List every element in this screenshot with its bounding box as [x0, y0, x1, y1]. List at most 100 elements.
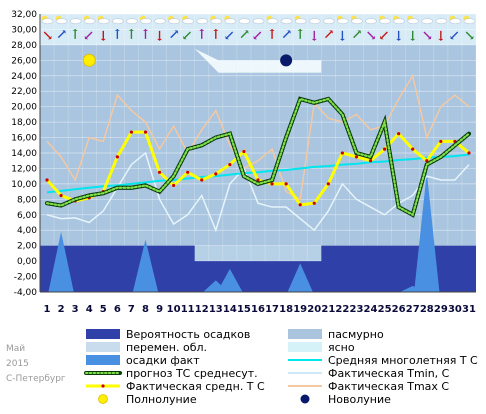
cloud-icon [308, 18, 321, 25]
cloud-icon [112, 18, 124, 25]
legend-item: Полнолуние [98, 393, 197, 406]
actual-mean-point [368, 159, 373, 163]
actual-mean-point [312, 201, 316, 205]
sun-cloud-icon [210, 15, 223, 39]
wind-arrow-icon [184, 31, 191, 39]
cloud-icon [280, 18, 293, 39]
cloud-icon [69, 18, 82, 25]
actual-mean-point [129, 130, 134, 134]
legend-item: перемен. обл. [86, 341, 207, 354]
wind-arrow-icon [325, 31, 332, 39]
wind-arrowhead [269, 28, 275, 31]
legend-label: осадки факт [126, 354, 200, 367]
cloud-icon [365, 18, 377, 25]
x-tick-label: 31 [462, 304, 476, 315]
wind-arrow-icon [465, 31, 473, 39]
wind-arrowhead [371, 35, 376, 40]
x-tick-label: 9 [156, 304, 163, 315]
x-tick-label: 1 [44, 304, 51, 315]
y-axis: 32,00 30,00 28,00 26,00 24,00 22,00 20,00 18,00… [11, 10, 41, 298]
actual-mean-point [298, 203, 302, 207]
wind-arrowhead [470, 35, 474, 40]
x-tick-label: 7 [128, 304, 135, 315]
cloud-icon [182, 18, 194, 25]
y-tick-label: 26,00 [11, 56, 37, 66]
sun-cloud-icon [182, 15, 194, 40]
sun-cloud-icon [168, 15, 180, 39]
wind-arrowhead [253, 35, 257, 40]
y-tick-label: 30,00 [11, 25, 37, 35]
wind-arrowhead [174, 30, 179, 34]
y-tick-label: 22,00 [11, 87, 37, 97]
y-tick-label: 10,00 [11, 180, 37, 190]
wind-arrow-icon [43, 31, 51, 39]
cloud-icon [126, 18, 138, 25]
cloud-icon [337, 18, 349, 25]
wind-arrowhead [329, 30, 333, 34]
cloud-icon [407, 18, 420, 25]
x-tick-label: 8 [142, 304, 149, 315]
full-moon-marker [82, 53, 96, 67]
wind-arrow-icon [240, 31, 248, 39]
legend-swatch [288, 329, 322, 339]
wind-arrow-icon [254, 31, 262, 39]
legend-label: Средняя многолетняя Т С [328, 354, 478, 367]
wind-arrowhead [183, 35, 187, 40]
y-tick-label: 18,00 [11, 118, 37, 128]
x-tick-label: 10 [167, 304, 181, 315]
y-tick-label: 0,00 [17, 257, 37, 267]
x-tick-label: 27 [406, 304, 420, 315]
wind-arrow-icon [226, 31, 234, 39]
x-axis: 1 2 3 4 5 6 7 8 9 10 11 12 13 14 15 16 17 18 19 20 21 22 23 24 2… [40, 291, 476, 315]
legend-label: Фактическая Tmax С [328, 380, 449, 393]
actual-mean-point [200, 178, 204, 182]
actual-mean-point [59, 193, 63, 198]
wind-arrowhead [450, 35, 454, 40]
legend-swatch [86, 355, 120, 365]
y-tick-label: 6,00 [17, 211, 37, 221]
x-tick-label: 19 [293, 304, 307, 315]
cloud-icon [421, 18, 434, 40]
wind-arrow-icon [170, 31, 177, 39]
x-tick-label: 20 [307, 304, 321, 315]
wind-arrowhead [311, 38, 317, 41]
wind-arrowhead [128, 28, 134, 31]
y-tick-label: 8,00 [17, 195, 37, 205]
cloud-icon [435, 18, 448, 41]
actual-mean-point [115, 155, 119, 159]
wind-arrowhead [380, 35, 384, 40]
x-tick-label: 15 [237, 304, 251, 315]
tmax-line [46, 73, 470, 201]
sun-cloud-icon [83, 15, 96, 40]
footer-caption: Май 2015 С-Петербург [6, 344, 66, 384]
legend-label: Новолуние [328, 393, 391, 406]
cloud-icon [280, 18, 293, 25]
actual-mean-point [242, 149, 246, 154]
cloud-icon [154, 18, 166, 25]
legend-swatch [288, 342, 322, 352]
actual-mean-point [186, 170, 190, 174]
sun-cloud-icon [266, 15, 279, 39]
wind-arrowhead [438, 38, 444, 41]
wind-arrowhead [287, 30, 291, 34]
cloud-icon [266, 18, 279, 25]
x-tick-label: 5 [100, 304, 107, 315]
x-tick-label: 23 [349, 304, 363, 315]
legend-swatch [86, 342, 120, 352]
legend-label: Вероятность осадков [126, 328, 250, 341]
wind-arrowhead [157, 38, 163, 41]
wind-arrow-icon [367, 31, 374, 39]
legend-swatch [98, 394, 108, 404]
sun-cloud-icon [224, 15, 237, 40]
actual-mean-point [397, 132, 401, 136]
y-tick-label: 16,00 [11, 134, 37, 144]
cloud-icon [69, 18, 82, 39]
weather-icons-row [41, 15, 476, 41]
cloud-icon [83, 18, 96, 25]
cloud-icon [238, 18, 251, 39]
x-tick-label: 29 [434, 304, 448, 315]
wind-arrowhead [62, 30, 66, 34]
sun-cloud-icon [41, 15, 54, 40]
precip-actual-spike [287, 263, 313, 292]
